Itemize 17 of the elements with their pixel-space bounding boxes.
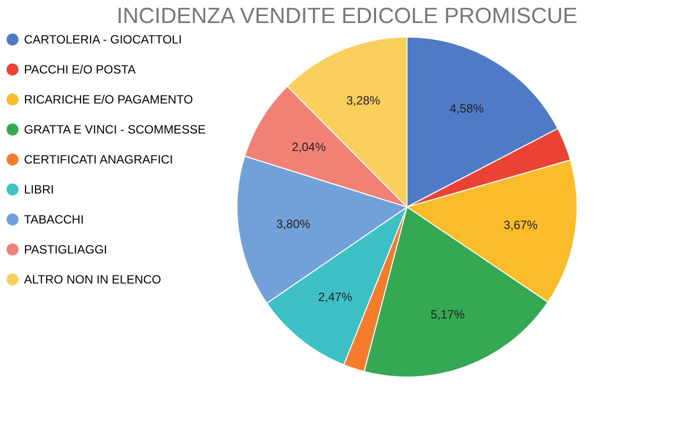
legend-label: CERTIFICATI ANAGRAFICI [24, 152, 173, 166]
legend-label: CARTOLERIA - GIOCATTOLI [24, 32, 182, 46]
data-label: 3,28% [346, 94, 381, 108]
legend-label: GRATTA E VINCI - SCOMMESSE [24, 122, 206, 136]
legend-label: TABACCHI [24, 212, 84, 226]
legend-label: RICARICHE E/O PAGAMENTO [24, 92, 193, 106]
data-label: 2,47% [318, 290, 352, 304]
chart-title: INCIDENZA VENDITE EDICOLE PROMISCUE [116, 3, 578, 28]
legend-label: ALTRO NON IN ELENCO [24, 272, 162, 286]
data-label: 5,17% [430, 308, 465, 322]
data-label: 2,04% [292, 140, 326, 154]
data-label: 4,58% [450, 102, 484, 116]
data-label: 3,80% [276, 217, 311, 232]
legend-label: PACCHI E/O POSTA [24, 62, 136, 76]
legend-label: PASTIGLIAGGI [24, 242, 108, 256]
data-label: 3,67% [504, 218, 538, 232]
legend-label: LIBRI [24, 182, 54, 196]
